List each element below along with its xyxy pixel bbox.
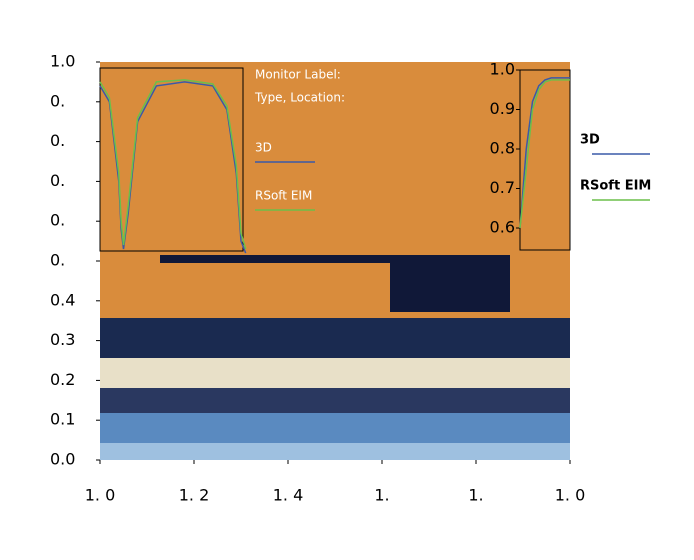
legend-label: 3D: [255, 141, 272, 155]
y-tick-label: 0.9: [490, 99, 515, 118]
y-tick-label: 0.1: [50, 410, 75, 429]
y-tick-label: 0.7: [490, 178, 515, 197]
y-tick-label: 0.3: [50, 330, 75, 349]
x-tick-label: 1.: [468, 486, 483, 505]
x-tick-label: 1. 0: [555, 486, 586, 505]
annotation: Type, Location:: [254, 91, 345, 105]
y-tick-label: 0.: [50, 171, 65, 190]
legend-label: RSoft EIM: [255, 189, 312, 203]
annotation: Monitor Label:: [255, 68, 341, 82]
y-tick-label: 1.0: [490, 60, 515, 79]
y-tick-label: 0.: [50, 91, 65, 110]
y-tick-label: 0.4: [50, 290, 75, 309]
x-tick-label: 1. 2: [179, 486, 210, 505]
x-tick-label: 1. 0: [85, 486, 116, 505]
y-tick-label: 0.8: [490, 139, 515, 158]
x-tick-label: 1. 4: [273, 486, 304, 505]
y-tick-label: 0.0: [50, 450, 75, 469]
y-tick-label: 0.: [50, 251, 65, 270]
x-tick-label: 1.: [374, 486, 389, 505]
legend-label: RSoft EIM: [580, 179, 651, 194]
y-tick-label: 0.6: [490, 218, 515, 237]
y-tick-label: 0.2: [50, 370, 75, 389]
chart: Monitor Label: Type, Location: 0.0 0.1 0.2…: [0, 0, 694, 556]
y-tick-label: 0.: [50, 131, 65, 150]
legend-label: 3D: [580, 133, 600, 148]
y-tick-label: 1.0: [50, 52, 75, 71]
y-tick-label: 0.: [50, 211, 65, 230]
artifact-bands: [100, 252, 570, 460]
